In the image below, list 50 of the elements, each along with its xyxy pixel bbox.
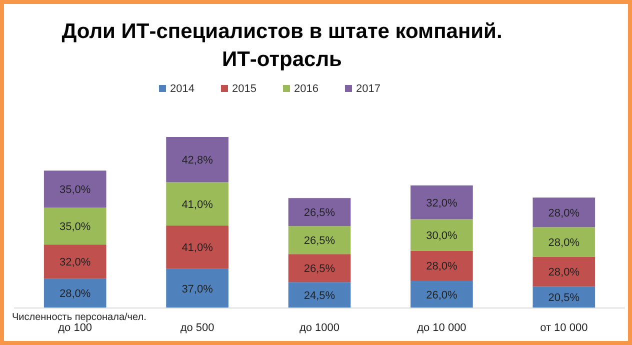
data-label: 28,0% bbox=[426, 260, 458, 273]
data-label: 28,0% bbox=[548, 266, 580, 279]
x-tick-label: до 500 bbox=[180, 322, 214, 334]
data-label: 32,0% bbox=[60, 256, 91, 268]
data-label: 41,0% bbox=[182, 198, 214, 211]
bar bbox=[410, 250, 473, 281]
chart-title: Доли ИТ-специалистов в штате компаний. ИТ-отрасль bbox=[62, 20, 502, 71]
bar bbox=[166, 268, 228, 308]
bar bbox=[166, 182, 228, 226]
data-label: 20,5% bbox=[548, 292, 580, 304]
data-label: 35,0% bbox=[60, 221, 91, 234]
x-tick-label: до 100 bbox=[58, 322, 92, 334]
data-label: 26,5% bbox=[304, 263, 336, 276]
legend-label: 2016 bbox=[294, 83, 318, 95]
bar bbox=[410, 280, 473, 308]
data-label: 28,0% bbox=[548, 207, 580, 220]
data-label: 26,5% bbox=[304, 207, 336, 220]
data-label: 42,8% bbox=[182, 154, 214, 167]
data-label: 28,0% bbox=[60, 288, 91, 300]
data-label: 26,5% bbox=[304, 235, 336, 248]
bar bbox=[288, 282, 351, 308]
data-label: 28,0% bbox=[548, 236, 580, 249]
data-label: 32,0% bbox=[426, 197, 458, 210]
bar bbox=[44, 244, 106, 278]
data-label: 24,5% bbox=[304, 290, 336, 302]
data-label: 37,0% bbox=[182, 283, 214, 296]
data-label: 26,0% bbox=[426, 289, 458, 302]
bar bbox=[410, 219, 473, 251]
x-tick-label: до 1000 bbox=[299, 322, 340, 334]
bar bbox=[166, 226, 228, 269]
legend-label: 2015 bbox=[232, 83, 256, 95]
legend-label: 2014 bbox=[170, 83, 194, 95]
bar bbox=[288, 254, 351, 282]
bar bbox=[44, 208, 106, 245]
legend-label: 2017 bbox=[356, 83, 380, 95]
bar bbox=[532, 256, 596, 286]
data-label: 35,0% bbox=[60, 184, 91, 196]
x-axis-title: Численность персонала/чел. bbox=[12, 312, 146, 323]
bar bbox=[532, 227, 596, 257]
bar bbox=[44, 278, 106, 308]
data-label: 41,0% bbox=[182, 242, 214, 254]
bar bbox=[410, 185, 473, 220]
bar bbox=[288, 226, 351, 254]
x-tick-label: до 10 000 bbox=[417, 322, 466, 334]
bar bbox=[288, 198, 351, 226]
data-label: 30,0% bbox=[426, 230, 458, 242]
bar bbox=[44, 170, 106, 208]
bar bbox=[166, 137, 228, 182]
bar bbox=[532, 198, 596, 228]
x-tick-label: от 10 000 bbox=[540, 322, 588, 334]
